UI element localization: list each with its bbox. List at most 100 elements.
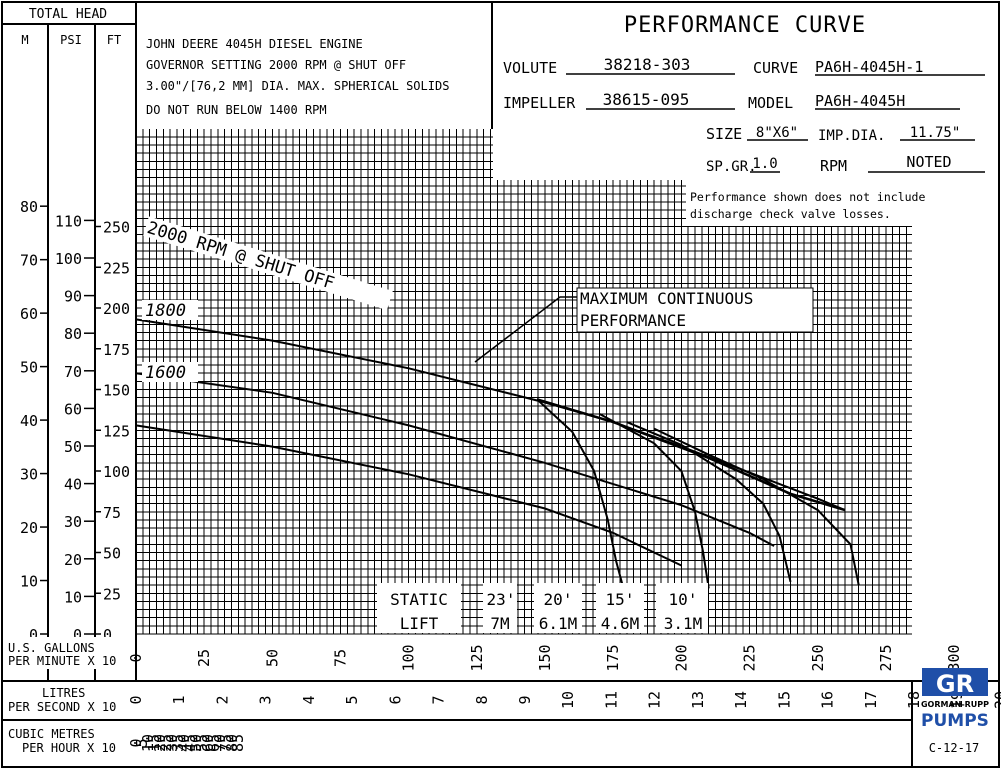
- note-engine: JOHN DEERE 4045H DIESEL ENGINE: [146, 37, 363, 51]
- lps-tick-label: 13: [689, 691, 707, 709]
- lps-axis-label-line1: LITRES: [42, 686, 85, 700]
- mcp-leader-line: [474, 296, 577, 363]
- m3h-tick-label: 45: [181, 734, 199, 752]
- m-tick-label: 80: [20, 198, 38, 216]
- m-tick-label: 40: [20, 412, 38, 430]
- lps-tick-label: 9: [516, 695, 534, 704]
- psi-tick-label: 110: [55, 212, 82, 230]
- m3h-tick-label: 85: [229, 734, 247, 752]
- m3h-tick-label: 50: [187, 734, 205, 752]
- static-label: STATIC: [390, 590, 448, 609]
- gpm-tick-label: 275: [877, 644, 895, 671]
- psi-tick-label: 10: [64, 588, 82, 606]
- m3h-tick-label: 15: [145, 734, 163, 752]
- gpm-tick-label: 150: [536, 644, 554, 671]
- label-bg-1600: [142, 362, 198, 382]
- note-solids: 3.00"/[76,2 MM] DIA. MAX. SPHERICAL SOLI…: [146, 79, 449, 93]
- logo-sub: GORMAN-RUPP: [921, 700, 989, 709]
- logo-gr-block: [922, 668, 988, 696]
- mcp-label-line1: MAXIMUM CONTINUOUS: [580, 289, 753, 308]
- rpm-label: RPM: [820, 157, 847, 175]
- curve-label: CURVE: [753, 59, 798, 77]
- ft-tick-label: 250: [103, 219, 130, 237]
- psi-tick-label: 0: [73, 626, 82, 644]
- gpm-axis-label-line1: U.S. GALLONS: [8, 641, 95, 655]
- ft-tick-label: 150: [103, 382, 130, 400]
- lift-label: LIFT: [400, 614, 439, 633]
- label-bg-2000: [143, 216, 393, 311]
- label-1800: 1800: [145, 301, 186, 321]
- lift-m-7: 7M: [490, 614, 509, 633]
- notes-panel: [137, 3, 491, 129]
- m3h-tick-label: 70: [211, 734, 229, 752]
- col-m-label: M: [21, 33, 28, 47]
- m3h-tick-label: 0: [127, 738, 145, 747]
- gpm-axis-label-line2: PER MINUTE X 10: [8, 654, 116, 668]
- note-governor: GOVERNOR SETTING 2000 RPM @ SHUT OFF: [146, 58, 406, 72]
- gpm-tick-label: 125: [468, 644, 486, 671]
- label-bg-1800: [142, 300, 198, 320]
- model-label: MODEL: [748, 94, 793, 112]
- lps-axis-label-line2: PER SECOND X 10: [8, 700, 116, 714]
- chart-grid: [135, 129, 912, 635]
- logo-pumps: PUMPS: [921, 711, 989, 731]
- m3h-tick-label: 30: [163, 734, 181, 752]
- gpm-tick-label: 50: [263, 649, 281, 667]
- ft-tick-label: 75: [103, 504, 121, 522]
- impeller-label: IMPELLER: [503, 94, 576, 112]
- m3h-tick-label: 20: [151, 734, 169, 752]
- lps-tick-label: 0: [127, 695, 145, 704]
- model-value: PA6H-4045H: [815, 92, 905, 110]
- m-tick-label: 30: [20, 466, 38, 484]
- page-title: PERFORMANCE CURVE: [624, 13, 866, 38]
- size-value: 8"X6": [756, 125, 798, 141]
- psi-tick-label: 40: [64, 476, 82, 494]
- spgr-label: SP.GR.: [706, 159, 757, 175]
- lps-tick-label: 2: [213, 695, 231, 704]
- gpm-tick-label: 25: [195, 649, 213, 667]
- m3h-tick-label: 60: [199, 734, 217, 752]
- ft-tick-label: 200: [103, 300, 130, 318]
- lps-tick-label: 11: [602, 691, 620, 709]
- gpm-tick-label: 100: [400, 644, 418, 671]
- m-tick-label: 10: [20, 573, 38, 591]
- size-label: SIZE: [706, 125, 742, 143]
- lps-tick-label: 6: [386, 695, 404, 704]
- perf-note-line1: Performance shown does not include: [690, 190, 925, 204]
- m3h-tick-label: 65: [205, 734, 223, 752]
- psi-tick-label: 70: [64, 363, 82, 381]
- lift-m-3-1: 3.1M: [664, 614, 703, 633]
- mcp-curve-line: [536, 398, 846, 512]
- gpm-tick-label: 0: [127, 653, 145, 662]
- lps-tick-label: 10: [559, 691, 577, 709]
- speed-curve-line: [135, 372, 775, 547]
- psi-tick-label: 50: [64, 438, 82, 456]
- m-tick-label: 60: [20, 305, 38, 323]
- lps-tick-label: 17: [862, 691, 880, 709]
- curve-value: PA6H-4045H-1: [815, 58, 923, 76]
- m3h-tick-label: 10: [139, 734, 157, 752]
- total-head-header: TOTAL HEAD: [29, 7, 107, 22]
- bottom-axes: 0255075100125150175200225250275300325350…: [127, 644, 1001, 752]
- drawing-code: C-12-17: [929, 741, 980, 755]
- lps-tick-label: 15: [775, 691, 793, 709]
- static-lift-curve-line: [626, 421, 792, 583]
- label-2000-rpm: 2000 RPM @ SHUT OFF: [145, 218, 337, 294]
- gpm-tick-label: 250: [809, 644, 827, 671]
- psi-tick-label: 30: [64, 513, 82, 531]
- impdia-label: IMP.DIA.: [818, 128, 885, 144]
- gpm-tick-label: 75: [332, 649, 350, 667]
- col-ft-label: FT: [107, 33, 121, 47]
- mcp-label-line2: PERFORMANCE: [580, 311, 686, 330]
- lift-ft-15: 15': [606, 590, 635, 609]
- lps-tick-label: 14: [732, 691, 750, 709]
- m3h-axis-label-line2: PER HOUR X 10: [22, 741, 116, 755]
- m3h-tick-label: 5: [133, 738, 151, 747]
- lps-tick-label: 12: [646, 691, 664, 709]
- static-lift-label-bg: [377, 583, 461, 633]
- ft-tick-label: 0: [103, 626, 112, 644]
- spgr-value: 1.0: [752, 156, 777, 172]
- m3h-tick-label: 75: [217, 734, 235, 752]
- ft-tick-label: 50: [103, 545, 121, 563]
